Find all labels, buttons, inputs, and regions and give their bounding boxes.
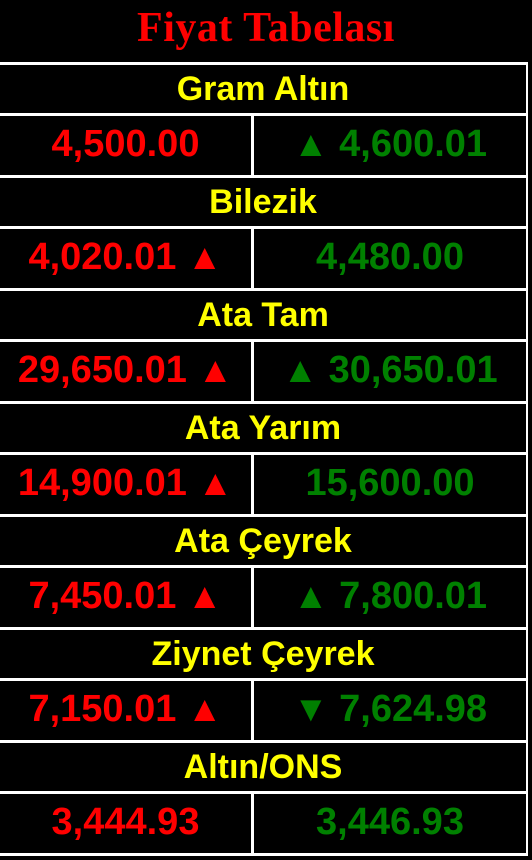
buy-price: 14,900.01 [17, 462, 187, 504]
buy-price-cell: 3,444.93 [0, 794, 254, 853]
sell-price-cell: ▲ 4,600.01 [254, 116, 528, 175]
buy-price-cell: 14,900.01 ▲ [0, 455, 254, 514]
price-board: Gram Altın 4,500.00 ▲ 4,600.01 Bilezik 4… [0, 62, 532, 860]
up-arrow-icon: ▲ [197, 462, 234, 503]
sell-price: 15,600.00 [305, 462, 475, 504]
sell-price-cell: 15,600.00 [254, 455, 528, 514]
sell-price: 4,600.01 [339, 123, 488, 165]
buy-price: 4,020.01 [28, 236, 177, 278]
up-arrow-icon: ▲ [292, 123, 329, 164]
up-arrow-icon: ▲ [282, 349, 318, 390]
sell-price: 4,480.00 [316, 236, 464, 278]
sell-price-cell: 4,480.00 [254, 229, 528, 288]
item-name: Ata Yarım [0, 401, 528, 452]
price-item-ata-ceyrek: Ata Çeyrek 7,450.01 ▲ ▲ 7,800.01 [0, 514, 532, 627]
price-row: 4,020.01 ▲ 4,480.00 [0, 226, 528, 288]
buy-price-cell: 29,650.01 ▲ [0, 342, 254, 401]
sell-price: 7,800.01 [339, 575, 488, 617]
sell-price: 3,446.93 [316, 801, 464, 843]
sell-price: 30,650.01 [328, 349, 498, 391]
buy-price: 3,444.93 [51, 801, 200, 843]
price-row: 14,900.01 ▲ 15,600.00 [0, 452, 528, 514]
sell-price-cell: ▼ 7,624.98 [254, 681, 528, 740]
price-row: 29,650.01 ▲ ▲ 30,650.01 [0, 339, 528, 401]
price-item-ata-yarim: Ata Yarım 14,900.01 ▲ 15,600.00 [0, 401, 532, 514]
buy-price-cell: 7,450.01 ▲ [0, 568, 254, 627]
price-row: 3,444.93 3,446.93 [0, 791, 528, 853]
buy-price: 7,450.01 [28, 575, 177, 617]
up-arrow-icon: ▲ [186, 575, 223, 616]
item-name: Bilezik [0, 175, 528, 226]
price-row: 4,500.00 ▲ 4,600.01 [0, 113, 528, 175]
down-arrow-icon: ▼ [292, 688, 329, 729]
price-item-altin-ons: Altın/ONS 3,444.93 3,446.93 [0, 740, 532, 853]
board-title: Fiyat Tabelası [137, 5, 395, 51]
item-name: Gram Altın [0, 62, 528, 113]
sell-price: 7,624.98 [339, 688, 488, 730]
up-arrow-icon: ▲ [197, 349, 234, 390]
price-row: 7,450.01 ▲ ▲ 7,800.01 [0, 565, 528, 627]
item-name: Altın/ONS [0, 740, 528, 791]
item-name: Ziynet Çeyrek [0, 627, 528, 678]
buy-price-cell: 4,020.01 ▲ [0, 229, 254, 288]
price-item-bilezik: Bilezik 4,020.01 ▲ 4,480.00 [0, 175, 532, 288]
price-row: 7,150.01 ▲ ▼ 7,624.98 [0, 678, 528, 740]
up-arrow-icon: ▲ [292, 575, 329, 616]
item-name: Ata Tam [0, 288, 528, 339]
buy-price: 7,150.01 [28, 688, 177, 730]
buy-price-cell: 7,150.01 ▲ [0, 681, 254, 740]
buy-price: 4,500.00 [51, 123, 200, 165]
buy-price-cell: 4,500.00 [0, 116, 254, 175]
sell-price-cell: 3,446.93 [254, 794, 528, 853]
price-item-ata-tam: Ata Tam 29,650.01 ▲ ▲ 30,650.01 [0, 288, 532, 401]
buy-price: 29,650.01 [17, 349, 187, 391]
up-arrow-icon: ▲ [186, 688, 223, 729]
item-name: Ata Çeyrek [0, 514, 528, 565]
price-item-ziynet-ceyrek: Ziynet Çeyrek 7,150.01 ▲ ▼ 7,624.98 [0, 627, 532, 740]
table-bottom-border [0, 853, 528, 860]
up-arrow-icon: ▲ [186, 236, 223, 277]
sell-price-cell: ▲ 7,800.01 [254, 568, 528, 627]
price-item-gram-altin: Gram Altın 4,500.00 ▲ 4,600.01 [0, 62, 532, 175]
sell-price-cell: ▲ 30,650.01 [254, 342, 528, 401]
